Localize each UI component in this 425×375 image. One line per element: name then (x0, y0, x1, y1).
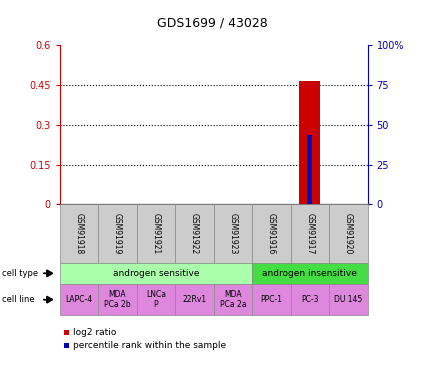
Text: GSM91919: GSM91919 (113, 213, 122, 254)
Text: cell type: cell type (2, 269, 38, 278)
Text: GSM91920: GSM91920 (344, 213, 353, 254)
Text: DU 145: DU 145 (334, 295, 363, 304)
Text: androgen sensitive: androgen sensitive (113, 269, 199, 278)
Text: GSM91918: GSM91918 (74, 213, 83, 254)
Text: PPC-1: PPC-1 (261, 295, 282, 304)
Text: LAPC-4: LAPC-4 (65, 295, 92, 304)
Text: MDA
PCa 2b: MDA PCa 2b (104, 290, 130, 309)
Text: GDS1699 / 43028: GDS1699 / 43028 (157, 17, 268, 30)
Text: percentile rank within the sample: percentile rank within the sample (73, 341, 226, 350)
Text: GSM91923: GSM91923 (228, 213, 237, 254)
Text: androgen insensitive: androgen insensitive (262, 269, 357, 278)
Text: log2 ratio: log2 ratio (73, 328, 116, 337)
Text: GSM91921: GSM91921 (151, 213, 160, 254)
Text: PC-3: PC-3 (301, 295, 319, 304)
Text: 22Rv1: 22Rv1 (182, 295, 207, 304)
Text: GSM91917: GSM91917 (305, 213, 314, 254)
Text: GSM91916: GSM91916 (267, 213, 276, 254)
Text: GSM91922: GSM91922 (190, 213, 199, 254)
Text: LNCa
P: LNCa P (146, 290, 166, 309)
Bar (307, 135, 312, 204)
Text: cell line: cell line (2, 295, 35, 304)
Bar (299, 81, 320, 204)
Text: MDA
PCa 2a: MDA PCa 2a (220, 290, 246, 309)
